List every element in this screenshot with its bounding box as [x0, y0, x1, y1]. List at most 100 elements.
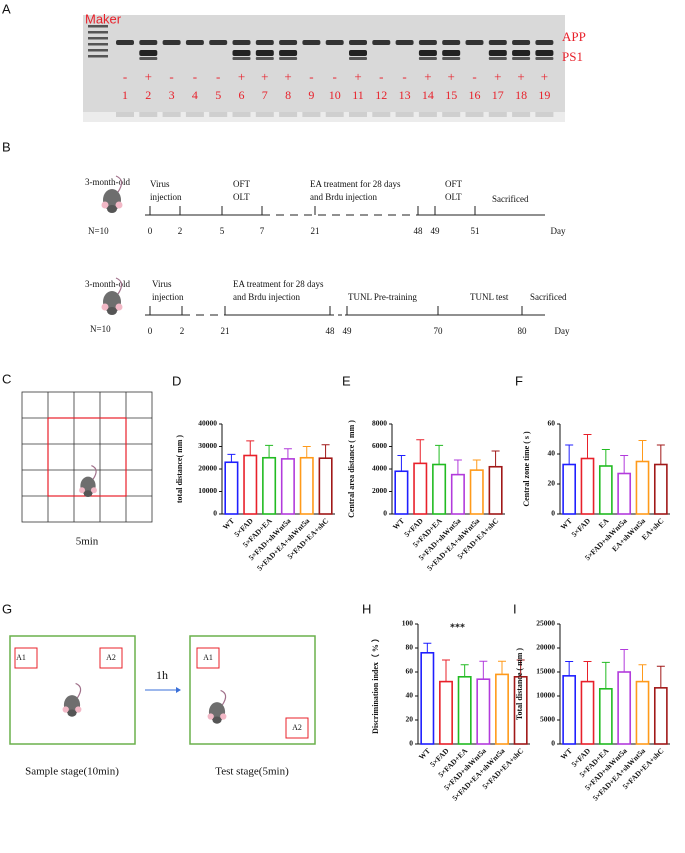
band-label: APP — [562, 29, 586, 44]
age: 3-month-old — [85, 177, 130, 187]
event-label: and Brdu injection — [310, 192, 377, 202]
bar — [450, 473, 465, 515]
y-tick-label: 40 — [548, 449, 556, 458]
band — [535, 57, 554, 60]
error-bar — [479, 660, 488, 680]
band — [465, 40, 484, 45]
gel — [83, 15, 565, 122]
y-axis-label: Central area distance ( mm ) — [347, 420, 356, 518]
band — [418, 40, 437, 45]
band — [302, 40, 321, 45]
caption: 5min — [76, 536, 99, 548]
age: 3-month-old — [85, 279, 130, 289]
day-label: 0 — [148, 326, 153, 336]
y-tick-label: 6000 — [372, 441, 387, 450]
bar — [394, 470, 409, 515]
x-tick-label: WT — [221, 516, 236, 531]
y-tick-label: 0 — [551, 509, 555, 518]
object-box — [285, 717, 309, 739]
mouse-head — [83, 490, 93, 498]
error-bar — [472, 459, 481, 471]
marker-band — [88, 43, 108, 46]
error-bar — [491, 450, 500, 467]
band — [232, 50, 251, 56]
x-tick-label: 5×FAD — [570, 516, 593, 539]
well — [279, 112, 298, 117]
error-bar — [460, 664, 469, 677]
band — [255, 50, 274, 56]
error-bar — [416, 439, 425, 464]
well — [512, 112, 531, 117]
bar — [469, 469, 484, 515]
lane-number: 1 — [122, 88, 128, 102]
band — [139, 40, 158, 45]
lane-sign: + — [494, 69, 501, 84]
event-label: EA treatment for 28 days — [310, 179, 401, 189]
error-bar — [227, 453, 236, 463]
marker-label: Maker — [85, 11, 122, 26]
day-label: 49 — [343, 326, 353, 336]
error-bar — [302, 446, 311, 458]
bar — [617, 472, 632, 515]
n: N=10 — [90, 324, 111, 334]
mouse-tail — [220, 689, 227, 706]
object-label: A1 — [16, 653, 26, 662]
panel-label: F — [515, 373, 523, 388]
event-label: OFT — [445, 179, 463, 189]
event-label: Sacrificed — [530, 292, 567, 302]
lane-number: 5 — [215, 88, 221, 102]
mouse-ear — [220, 713, 227, 720]
mouse-ear — [207, 713, 214, 720]
band — [279, 40, 298, 45]
object-label: A1 — [203, 653, 213, 662]
mouse-tail — [91, 465, 97, 480]
error-bar — [516, 659, 525, 677]
day-label: Day — [551, 226, 566, 236]
y-tick-label: 60 — [548, 419, 556, 428]
error-bar — [656, 665, 665, 688]
lane-number: 7 — [262, 88, 268, 102]
lane-number: 14 — [422, 88, 434, 102]
lane-sign: + — [284, 69, 291, 84]
bar — [488, 465, 503, 515]
well — [302, 112, 321, 117]
bar — [413, 462, 428, 515]
mouse-tail — [115, 277, 123, 295]
day-label: 51 — [471, 226, 480, 236]
bar — [476, 678, 491, 745]
panel-label: B — [2, 139, 11, 154]
lane-sign: + — [238, 69, 245, 84]
panel-label: A — [2, 1, 11, 16]
lane-sign: + — [145, 69, 152, 84]
day-label: 7 — [260, 226, 265, 236]
day-label: 48 — [414, 226, 424, 236]
bar — [318, 457, 333, 515]
error-bar — [565, 444, 574, 465]
well — [349, 112, 367, 117]
mouse-ear — [101, 303, 109, 311]
error-bar — [583, 434, 592, 459]
well — [488, 112, 507, 117]
mouse-ear — [90, 487, 97, 494]
band — [488, 57, 507, 60]
band — [442, 40, 461, 45]
marker-band — [88, 37, 108, 40]
band — [372, 40, 391, 45]
lane-number: 3 — [169, 88, 175, 102]
band — [488, 40, 507, 45]
error-bar — [638, 664, 647, 682]
y-tick-label: 10000 — [198, 486, 217, 495]
lane-number: 8 — [285, 88, 291, 102]
day-label: 70 — [434, 326, 444, 336]
panel-label: I — [513, 601, 517, 616]
y-tick-label: 0 — [551, 739, 555, 748]
band — [279, 50, 298, 56]
lane-sign: + — [424, 69, 431, 84]
gel-edge — [83, 112, 565, 122]
bar — [224, 461, 239, 515]
open-field-grid — [21, 391, 153, 523]
event-label: Virus — [150, 179, 170, 189]
lane-number: 17 — [492, 88, 504, 102]
day-label: 21 — [221, 326, 230, 336]
panel-label: D — [172, 373, 181, 388]
